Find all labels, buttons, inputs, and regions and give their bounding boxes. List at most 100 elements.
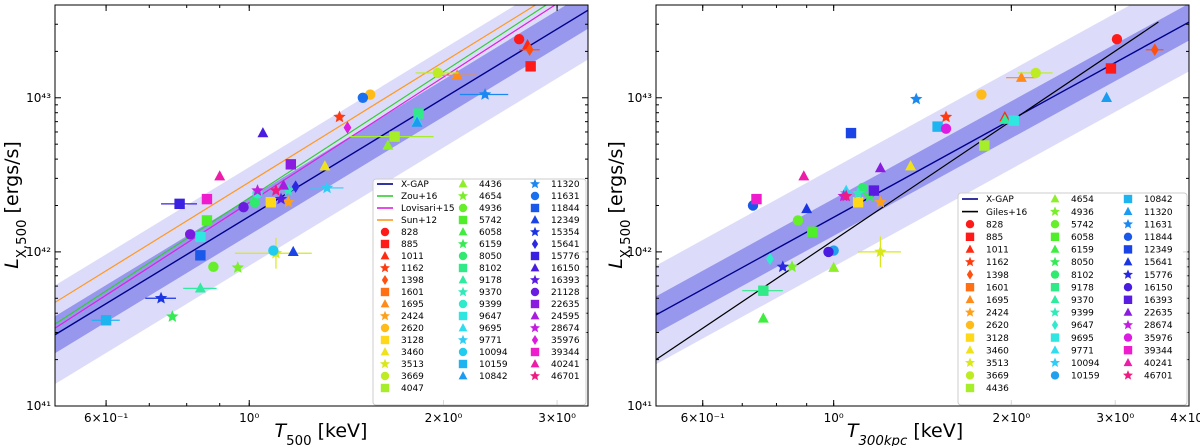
legend-marker: [380, 347, 390, 356]
data-point: [525, 61, 536, 72]
data-point: [238, 201, 249, 213]
data-point: [758, 285, 769, 296]
data-point: [1008, 115, 1020, 126]
data-point: [208, 261, 219, 273]
legend-marker: [530, 263, 540, 272]
legend-label: 46701: [551, 372, 580, 382]
legend-marker: [1123, 307, 1133, 316]
legend-label: 6159: [479, 240, 502, 250]
legend-label: X-GAP: [401, 180, 429, 190]
data-point: [214, 170, 226, 181]
legend-marker: [530, 287, 540, 297]
legend-label: 10159: [1071, 372, 1100, 382]
right-panel: 6×10⁻¹ 10⁰ 2×10⁰ 3×10⁰ 4×10⁰ 10⁴¹ 10⁴² 10⁴³ T300…: [605, 4, 1200, 446]
data-point: [201, 193, 213, 205]
legend-marker: [458, 263, 468, 273]
y-axis-group: LX,500 [ergs/s]: [1, 141, 30, 269]
legend-marker: [1123, 319, 1133, 330]
data-point: [174, 198, 185, 210]
data-point: [828, 261, 840, 272]
legend-label: 35976: [1144, 334, 1173, 344]
legend-marker: [1123, 346, 1133, 355]
legend-label: 885: [401, 240, 418, 250]
legend-marker: [380, 299, 390, 308]
legend-marker: [1050, 270, 1060, 279]
legend-marker: [1050, 194, 1060, 203]
legend-marker: [458, 323, 468, 332]
legend-marker: [1050, 283, 1060, 292]
legend-label: 6159: [1071, 246, 1094, 256]
legend-label: 9771: [479, 336, 502, 346]
line-x-gap: [55, 9, 588, 336]
data-point: [357, 92, 369, 103]
legend-label: 40241: [551, 360, 580, 370]
data-point: [1111, 33, 1123, 45]
data-point: [823, 246, 834, 258]
legend-marker: [1050, 244, 1060, 253]
data-point: [382, 139, 394, 150]
legend-label: 4936: [479, 204, 502, 214]
data-point: [411, 116, 423, 127]
legend-label: 8050: [479, 252, 502, 262]
legend-marker: [380, 358, 390, 369]
legend-label: 4654: [1071, 195, 1094, 205]
legend-label: 2424: [986, 309, 1009, 319]
legend-marker: [965, 383, 975, 393]
legend-label: 1695: [401, 300, 424, 310]
legend-label: 15776: [551, 252, 580, 262]
legend-label: 4936: [1071, 208, 1094, 218]
data-point: [195, 231, 206, 243]
legend-marker: [965, 357, 975, 368]
legend-marker: [1050, 307, 1060, 317]
legend-label: 4047: [401, 384, 424, 394]
legend-label: 39344: [551, 348, 580, 358]
plot-area: [656, 5, 1189, 365]
line-zou-16: [55, 5, 548, 325]
data-point: [478, 88, 492, 100]
left-panel: 6×10⁻¹ 10⁰ 2×10⁰ 3×10⁰ 10⁴¹ 10⁴² 10⁴³ T500 [keV…: [1, 4, 589, 446]
legend-marker: [1123, 206, 1133, 215]
legend-marker: [965, 256, 975, 267]
legend-label: 11631: [1144, 220, 1173, 230]
data-point: [751, 193, 762, 205]
data-point: [857, 182, 868, 194]
legend-label: 3128: [986, 334, 1009, 344]
x-axis-label: T300kpc [keV]: [847, 420, 963, 446]
legend-label: 9399: [479, 300, 502, 310]
legend-label: 8050: [1071, 258, 1094, 268]
line-giles-16: [656, 21, 1159, 361]
data-point: [343, 121, 352, 134]
x-tick-label: 6×10⁻¹: [681, 411, 725, 425]
data-point: [389, 131, 400, 142]
legend-marker: [380, 310, 390, 321]
legend-label: 9771: [1071, 346, 1094, 356]
data-point: [807, 226, 818, 238]
legend-label: 5742: [479, 216, 502, 226]
x-tick-label: 6×10⁻¹: [84, 411, 128, 425]
legend-marker: [1050, 220, 1060, 229]
y-axis-label: LX,500 [ergs/s]: [605, 141, 634, 269]
legend-label: 9399: [1071, 309, 1094, 319]
legend-label: 24595: [551, 312, 580, 322]
legend-label: 1011: [986, 246, 1009, 256]
legend-label: 28674: [1144, 321, 1173, 331]
data-point: [851, 186, 865, 199]
legend-label: Giles+16: [986, 208, 1027, 218]
legend-label: 10842: [1144, 195, 1173, 205]
legend-marker: [1050, 294, 1060, 304]
data-point: [269, 184, 283, 196]
data-point: [201, 215, 213, 226]
legend-marker: [965, 220, 975, 229]
legend-marker: [380, 323, 390, 333]
data-point: [932, 121, 943, 132]
legend-label: 1398: [986, 271, 1009, 281]
legend-label: 1011: [401, 252, 424, 262]
legend-marker: [530, 359, 540, 368]
data-point: [874, 162, 886, 173]
legend-label: 15641: [1144, 258, 1173, 268]
legend-label: 12349: [1144, 246, 1173, 256]
legend-marker: [1123, 295, 1133, 304]
legend-marker: [1123, 333, 1133, 342]
legend-label: 3460: [401, 348, 424, 358]
data-point: [845, 127, 857, 139]
